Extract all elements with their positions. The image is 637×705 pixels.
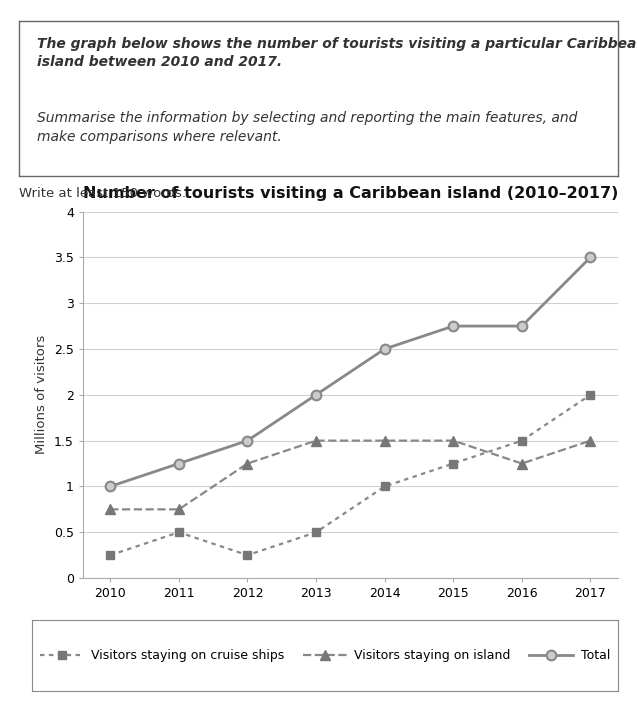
Legend: Visitors staying on cruise ships, Visitors staying on island, Total: Visitors staying on cruise ships, Visito…: [35, 644, 615, 667]
Title: Number of tourists visiting a Caribbean island (2010–2017): Number of tourists visiting a Caribbean …: [83, 185, 618, 201]
Y-axis label: Millions of visitors: Millions of visitors: [35, 335, 48, 455]
Text: The graph below shows the number of tourists visiting a particular Caribbean
isl: The graph below shows the number of tour…: [37, 37, 637, 69]
Text: Write at least 150 words.: Write at least 150 words.: [19, 187, 186, 200]
Text: Summarise the information by selecting and reporting the main features, and
make: Summarise the information by selecting a…: [37, 111, 578, 144]
